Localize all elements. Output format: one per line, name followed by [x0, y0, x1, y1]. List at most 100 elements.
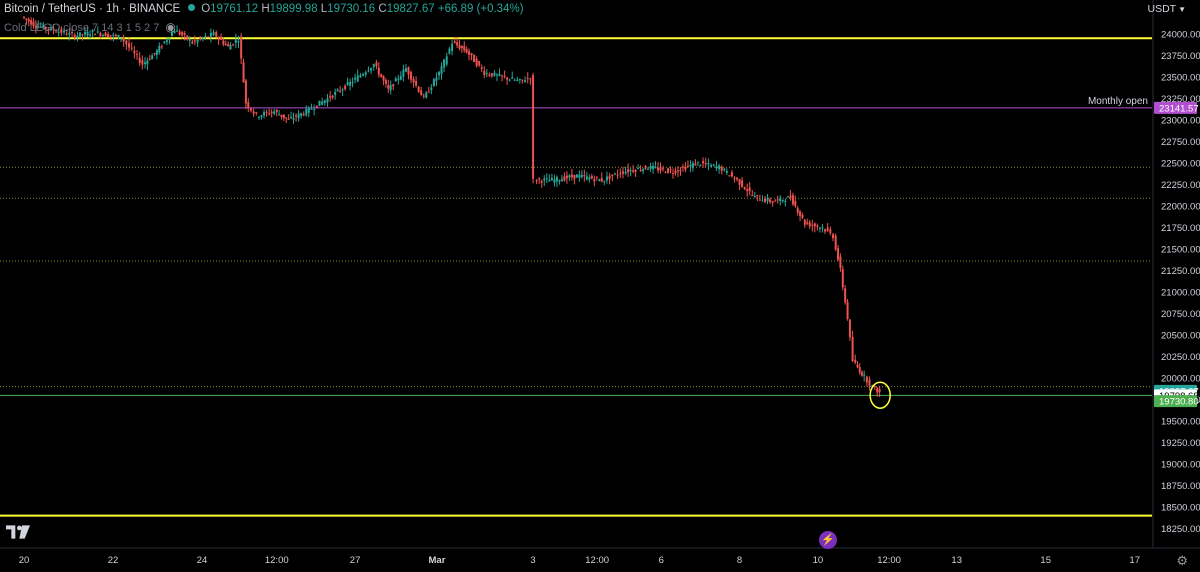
candle-body	[871, 385, 874, 387]
candle-body	[114, 34, 117, 36]
candle-body	[392, 84, 395, 87]
candle-body	[63, 30, 66, 33]
open-value: 19761.12	[210, 3, 259, 15]
candle-body	[485, 73, 488, 75]
currency-selector[interactable]: USDT ▼	[1147, 3, 1186, 15]
candle-body	[422, 95, 425, 97]
candle-body	[148, 58, 151, 60]
candle-body	[448, 48, 451, 54]
candle-body	[285, 117, 288, 119]
currency-label: USDT	[1147, 3, 1177, 15]
candle-body	[580, 174, 583, 178]
y-tick-label: 23750.00	[1161, 51, 1200, 62]
y-tick-label: 19000.00	[1161, 460, 1200, 471]
candle-body	[702, 161, 705, 164]
candle-body	[86, 31, 89, 36]
candle-body	[445, 56, 448, 65]
y-tick-label: 23250.00	[1161, 94, 1200, 105]
candle-body	[463, 46, 466, 51]
candle-body	[766, 198, 769, 202]
candle-body	[639, 170, 642, 172]
candle-body	[160, 46, 163, 48]
candle-body	[818, 227, 821, 229]
candle-body	[42, 24, 45, 29]
candle-body	[234, 39, 237, 43]
candle-body	[774, 200, 777, 202]
candle-body	[130, 47, 133, 49]
candle-body	[501, 75, 504, 77]
candle-body	[725, 170, 728, 173]
candle-body	[273, 111, 276, 115]
high-value: 19899.98	[269, 3, 318, 15]
candle-body	[212, 32, 215, 36]
candle-body	[816, 225, 819, 227]
candle-body	[565, 175, 568, 179]
candle-body	[229, 44, 232, 50]
candle-body	[404, 68, 407, 72]
candle-body	[730, 172, 733, 177]
candle-body	[503, 76, 506, 78]
candle-body	[60, 28, 63, 33]
candle-body	[302, 114, 305, 116]
candle-body	[73, 34, 76, 39]
candle-body	[858, 367, 861, 373]
candle-body	[260, 115, 263, 118]
lightning-icon[interactable]: ⚡	[819, 531, 837, 549]
candle-body	[178, 31, 181, 35]
candle-body	[826, 227, 829, 231]
candle-body	[657, 167, 660, 171]
candle-body	[521, 79, 524, 81]
candle-body	[545, 178, 548, 180]
candle-body	[183, 33, 186, 35]
gear-icon[interactable]: ⚙	[1176, 553, 1188, 568]
candle-body	[370, 67, 373, 71]
candle-body	[776, 199, 779, 201]
candle-body	[627, 169, 630, 173]
candle-body	[215, 31, 218, 37]
candle-body	[240, 36, 243, 59]
candle-body	[107, 33, 110, 38]
candle-body	[176, 30, 179, 32]
candle-body	[513, 79, 516, 81]
candle-body	[71, 32, 74, 34]
candle-body	[848, 319, 851, 338]
candle-body	[684, 166, 687, 170]
candle-body	[738, 179, 741, 185]
y-tick-label: 24000.00	[1161, 30, 1200, 41]
candle-body	[310, 108, 313, 110]
candle-body	[443, 59, 446, 68]
candle-body	[771, 201, 774, 203]
candle-body	[375, 62, 378, 67]
candle-body	[743, 187, 746, 190]
low-label: L	[320, 3, 328, 15]
candle-body	[483, 70, 486, 76]
candle-body	[425, 92, 428, 98]
candle-body	[227, 44, 230, 47]
candle-body	[57, 31, 60, 33]
candle-body	[753, 196, 756, 198]
candle-body	[94, 33, 97, 36]
candle-body	[508, 79, 511, 81]
candle-body	[76, 35, 79, 38]
market-status-icon	[188, 4, 196, 11]
candle-body	[427, 91, 430, 93]
candle-body	[367, 70, 370, 72]
candle-body	[155, 50, 158, 55]
candle-body	[493, 72, 496, 76]
tradingview-logo-icon[interactable]	[6, 525, 30, 539]
candle-body	[801, 215, 804, 218]
eye-hidden-icon[interactable]: ◉	[165, 20, 176, 34]
indicator-legend[interactable]: Cold LEGO close 7 14 3 1 5 2 7 ◉	[4, 20, 176, 34]
candle-body	[718, 165, 721, 170]
candle-body	[540, 180, 543, 183]
candle-body	[255, 112, 258, 114]
candle-body	[232, 44, 235, 46]
symbol-title[interactable]: Bitcoin / TetherUS · 1h · BINANCE	[4, 3, 181, 15]
candle-body	[786, 196, 789, 198]
candle-body	[553, 179, 556, 183]
candle-body	[247, 102, 250, 108]
candle-body	[834, 235, 837, 250]
candle-body	[813, 223, 816, 227]
